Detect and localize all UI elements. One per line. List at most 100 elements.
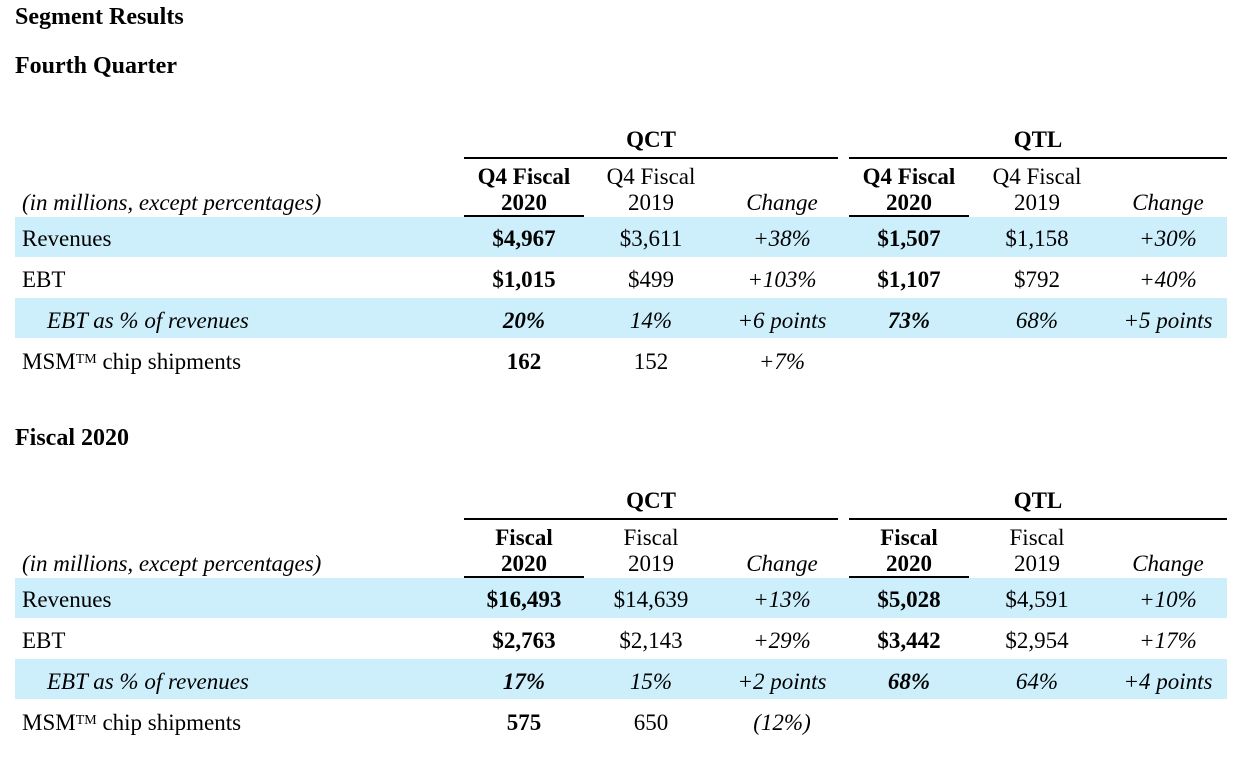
table-cell: $2,954 xyxy=(1005,628,1069,653)
column-header-current: Q4 Fiscal 2020 xyxy=(464,164,584,216)
label-text: chip shipments xyxy=(96,349,242,374)
table-cell: $4,591 xyxy=(1005,587,1069,612)
group-title-qct: QCT xyxy=(626,488,676,513)
section-heading-fiscal-2020: Fiscal 2020 xyxy=(15,425,129,451)
group-title-qtl: QTL xyxy=(1013,488,1063,513)
table-cell: 15% xyxy=(629,669,673,694)
column-rule xyxy=(464,215,584,217)
table-cell: 64% xyxy=(1015,669,1059,694)
table-cell: 68% xyxy=(1015,308,1059,333)
row-label-ebt-margin: EBT as % of revenues xyxy=(47,669,249,694)
column-header-line: Fiscal xyxy=(880,525,938,550)
section-heading-fourth-quarter: Fourth Quarter xyxy=(15,53,177,79)
row-label-msm-chip-shipments: MSMTM chip shipments xyxy=(22,710,241,736)
column-header-prior: Fiscal 2019 xyxy=(977,525,1097,577)
row-label-ebt-margin: EBT as % of revenues xyxy=(47,308,249,333)
units-label: (in millions, except percentages) xyxy=(22,551,322,576)
table-cell: +10% xyxy=(1139,587,1197,612)
column-header-change: Change xyxy=(746,551,818,576)
column-header-line: Fiscal xyxy=(1009,525,1065,550)
column-header-change: Change xyxy=(1132,190,1204,215)
table-cell: $4,967 xyxy=(492,226,556,251)
trademark-mark: TM xyxy=(75,352,97,367)
row-band xyxy=(15,578,1227,618)
table-cell: $14,639 xyxy=(613,587,689,612)
column-header-prior: Q4 Fiscal 2019 xyxy=(977,164,1097,216)
row-band xyxy=(15,298,1227,338)
row-label-ebt: EBT xyxy=(22,267,66,292)
column-header-line: Q4 Fiscal xyxy=(992,164,1082,189)
table-cell: $1,107 xyxy=(877,267,941,292)
column-header-line: 2020 xyxy=(886,551,932,576)
table-cell: 68% xyxy=(887,669,931,694)
table-cell: +5 points xyxy=(1123,308,1213,333)
table-cell: 162 xyxy=(506,349,542,374)
row-band xyxy=(15,659,1227,699)
group-rule-qct xyxy=(464,157,838,159)
table-cell: $5,028 xyxy=(877,587,941,612)
group-title-qtl: QTL xyxy=(1013,127,1063,152)
column-rule xyxy=(849,215,969,217)
table-cell: +17% xyxy=(1139,628,1197,653)
table-cell: $1,158 xyxy=(1005,226,1069,251)
table-cell: $2,763 xyxy=(492,628,556,653)
column-header-line: 2019 xyxy=(1014,190,1060,215)
table-cell: 20% xyxy=(502,308,546,333)
table-cell: 152 xyxy=(633,349,669,374)
table-cell: $792 xyxy=(1014,267,1060,292)
group-rule-qtl xyxy=(849,157,1227,159)
column-rule xyxy=(849,576,969,578)
table-cell: $1,507 xyxy=(877,226,941,251)
table-cell: +103% xyxy=(747,267,817,292)
row-label-revenues: Revenues xyxy=(22,587,112,612)
column-header-current: Fiscal 2020 xyxy=(464,525,584,577)
units-label: (in millions, except percentages) xyxy=(22,190,322,215)
table-cell: 73% xyxy=(887,308,931,333)
row-label-ebt: EBT xyxy=(22,628,66,653)
column-header-change: Change xyxy=(1132,551,1204,576)
table-cell: $2,143 xyxy=(619,628,683,653)
fourth-quarter-table: QCT QTL (in millions, except percentages… xyxy=(15,120,1227,410)
trademark-mark: TM xyxy=(75,713,97,728)
column-header-current: Fiscal 2020 xyxy=(849,525,969,577)
group-rule-qct xyxy=(464,518,838,520)
row-label-revenues: Revenues xyxy=(22,226,112,251)
table-cell: +13% xyxy=(753,587,811,612)
table-cell: +2 points xyxy=(737,669,827,694)
table-cell: +40% xyxy=(1139,267,1197,292)
column-header-line: Q4 Fiscal xyxy=(606,164,696,189)
row-label-msm-chip-shipments: MSMTM chip shipments xyxy=(22,349,241,375)
table-cell: +30% xyxy=(1139,226,1197,251)
column-header-line: 2020 xyxy=(501,551,547,576)
table-cell: +38% xyxy=(753,226,811,251)
page-title: Segment Results xyxy=(15,4,184,30)
group-title-qct: QCT xyxy=(626,127,676,152)
fiscal-2020-table: QCT QTL (in millions, except percentages… xyxy=(15,481,1227,771)
group-rule-qtl xyxy=(849,518,1227,520)
column-header-line: Q4 Fiscal xyxy=(477,164,571,189)
label-text: chip shipments xyxy=(96,710,242,735)
table-cell: +4 points xyxy=(1123,669,1213,694)
label-text: MSM xyxy=(22,349,76,374)
column-header-prior: Fiscal 2019 xyxy=(591,525,711,577)
table-cell: $16,493 xyxy=(486,587,562,612)
table-cell: +6 points xyxy=(737,308,827,333)
label-text: MSM xyxy=(22,710,76,735)
table-cell: 650 xyxy=(633,710,669,735)
table-cell: +7% xyxy=(758,349,806,374)
column-header-line: 2019 xyxy=(628,551,674,576)
column-header-prior: Q4 Fiscal 2019 xyxy=(591,164,711,216)
table-cell: 17% xyxy=(502,669,546,694)
table-cell: $3,442 xyxy=(877,628,941,653)
column-header-change: Change xyxy=(746,190,818,215)
column-header-current: Q4 Fiscal 2020 xyxy=(849,164,969,216)
table-cell: $499 xyxy=(628,267,674,292)
table-cell: (12%) xyxy=(753,710,811,735)
table-cell: $1,015 xyxy=(492,267,556,292)
column-header-line: 2019 xyxy=(628,190,674,215)
column-header-line: 2020 xyxy=(886,190,932,215)
column-header-line: Q4 Fiscal xyxy=(862,164,956,189)
column-header-line: Fiscal xyxy=(623,525,679,550)
table-cell: 14% xyxy=(629,308,673,333)
column-header-line: Fiscal xyxy=(495,525,553,550)
